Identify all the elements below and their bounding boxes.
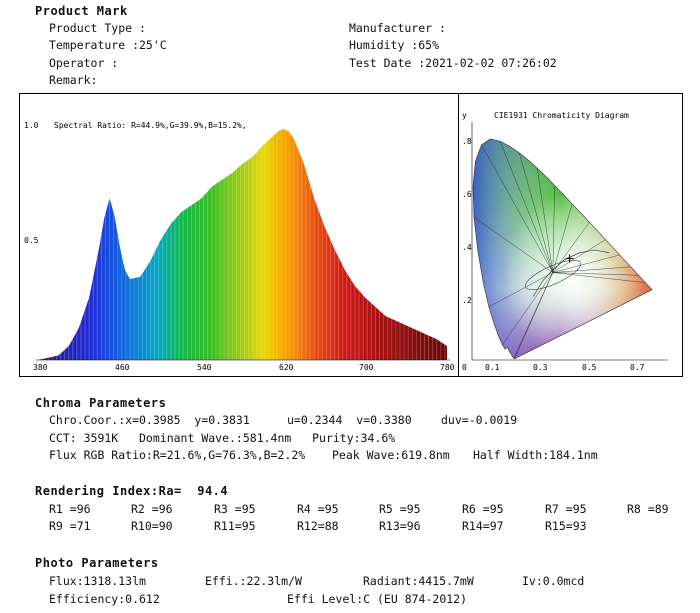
r-value: R4 =95	[297, 502, 339, 516]
spectrum-x-tick-380: 380	[33, 363, 48, 372]
chroma-parameters-heading: Chroma Parameters	[35, 396, 167, 410]
manufacturer-label: Manufacturer :	[349, 21, 446, 35]
cie-x-tick-0.3: 0.3	[533, 363, 548, 372]
r-value: R15=93	[545, 519, 587, 533]
efficiency-value: Efficiency:0.612	[49, 592, 160, 606]
radiant-value: Radiant:4415.7mW	[363, 574, 474, 588]
cie-gamut	[473, 139, 652, 359]
r-value: R10=90	[131, 519, 173, 533]
half-width-value: Half Width:184.1nm	[473, 448, 598, 462]
efficacy-value: Effi.:22.3lm/W	[205, 574, 302, 588]
r-value: R11=95	[214, 519, 256, 533]
chart-divider	[458, 93, 459, 377]
chromaticity-point-marker	[565, 254, 574, 263]
cie-x-tick-0.7: 0.7	[630, 363, 645, 372]
chroma-coordinates: Chro.Coor.:x=0.3985 y=0.3831	[49, 413, 250, 427]
r-value: R2 =96	[131, 502, 173, 516]
effi-level-value: Effi Level:C (EU 874-2012)	[287, 592, 468, 606]
cie-y-tick-0.2: .2	[462, 296, 472, 305]
spectrum-chart: Spectral Ratio: R=44.9%,G=39.9%,B=15.2%,…	[24, 121, 455, 372]
cie-x-tick-0.5: 0.5	[582, 363, 597, 372]
r-value: R14=97	[462, 519, 504, 533]
remark-label: Remark:	[49, 73, 98, 87]
spectrum-x-tick-540: 540	[197, 363, 212, 372]
r-value: R9 =71	[49, 519, 91, 533]
cie-y-tick-0.6: .6	[462, 190, 472, 199]
chart-panel	[19, 93, 683, 377]
iv-value: Iv:0.0mcd	[522, 574, 585, 588]
photo-parameters-heading: Photo Parameters	[35, 556, 159, 570]
duv-value: duv=-0.0019	[441, 413, 518, 427]
r-value: R13=96	[379, 519, 421, 533]
r-value: R7 =95	[545, 502, 587, 516]
spectrum-x-tick-620: 620	[279, 363, 294, 372]
peak-wave-value: Peak Wave:619.8nm	[332, 448, 450, 462]
flux-rgb-ratio: Flux RGB Ratio:R=21.6%,G=76.3%,B=2.2%	[49, 448, 306, 462]
cie-y-axis-label: y	[462, 111, 467, 120]
product-mark-heading: Product Mark	[35, 4, 128, 18]
spectrum-x-tick-700: 700	[359, 363, 374, 372]
flux-value: Flux:1318.13lm	[49, 574, 146, 588]
spectrum-bar-lines	[39, 129, 446, 360]
cie-title: CIE1931 Chromaticity Diagram	[494, 111, 629, 120]
r-value: R12=88	[297, 519, 339, 533]
r-value: R8 =89	[627, 502, 669, 516]
cct-line: CCT: 3591K Dominant Wave.:581.4nm Purity…	[49, 431, 396, 445]
spectrum-y-tick-0.5: 0.5	[24, 236, 39, 245]
spectrum-y-tick-1.0: 1.0	[24, 121, 39, 130]
cie-x-tick-0: 0	[462, 363, 467, 372]
spectrum-x-tick-460: 460	[115, 363, 130, 372]
cie-y-tick-0.4: .4	[462, 243, 472, 252]
cie-spectral-locus	[472, 138, 653, 359]
spectral-ratio-label: Spectral Ratio: R=44.9%,G=39.9%,B=15.2%,	[54, 121, 247, 130]
rendering-index-heading: Rendering Index:Ra= 94.4	[35, 484, 229, 498]
operator-label: Operator :	[49, 56, 119, 70]
r-value: R3 =95	[214, 502, 256, 516]
product-type-label: Product Type :	[49, 21, 146, 35]
uv-coordinates: u=0.2344 v=0.3380	[287, 413, 412, 427]
temperature-value: Temperature :25'C	[49, 38, 167, 52]
cie-chart: y CIE1931 Chromaticity Diagram .8 .6 .4 …	[462, 111, 668, 372]
r-value: R1 =96	[49, 502, 91, 516]
test-date-value: Test Date :2021-02-02 07:26:02	[349, 56, 557, 70]
planckian-region	[525, 260, 581, 290]
spectrum-x-tick-780: 780	[440, 363, 455, 372]
humidity-value: Humidity :65%	[349, 38, 440, 52]
r-value: R6 =95	[462, 502, 504, 516]
cie-y-tick-0.8: .8	[462, 137, 472, 146]
r-value: R5 =95	[379, 502, 421, 516]
cie-x-tick-0.1: 0.1	[485, 363, 500, 372]
spectrum-area	[38, 129, 447, 360]
